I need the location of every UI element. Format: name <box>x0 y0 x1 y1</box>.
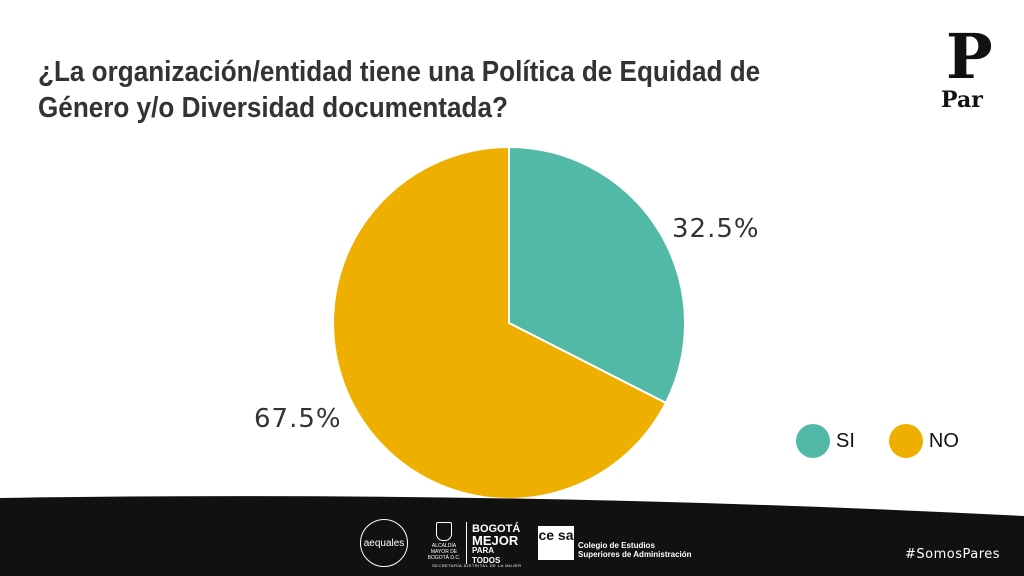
pie-slice-no <box>332 145 668 500</box>
hashtag: #SomosPares <box>905 547 1001 562</box>
legend-item-si: SI <box>796 424 855 458</box>
chart-legend: SI NO <box>796 424 993 458</box>
cesa-logo-text: Colegio de Estudios Superiores de Admini… <box>578 541 692 559</box>
brand-text: Par <box>941 87 983 113</box>
bogota-logo: BOGOTÁ MEJOR PARA TODOS <box>472 524 524 566</box>
bogota-line-3: PARA TODOS <box>472 546 501 565</box>
aequales-logo-text: aequales <box>363 537 405 549</box>
legend-item-no: NO <box>888 424 959 458</box>
bogota-line-2: MEJOR <box>472 533 519 548</box>
brand-logo: P Par <box>938 26 1008 116</box>
alcaldia-logo-text: ALCALDÍA MAYOR DE BOGOTÁ D.C. <box>427 543 461 561</box>
pie-label-no: 67.5% <box>254 404 342 434</box>
pie-slice-si <box>508 145 686 405</box>
cesa-logo-mark: ce sa <box>538 526 574 560</box>
footer-background <box>0 496 1024 576</box>
legend-label-si: SI <box>836 429 855 452</box>
logo-divider <box>466 522 467 564</box>
secretaria-text: SECRETARÍA DISTRITAL DE LA MUJER <box>432 563 522 568</box>
cesa-line-2: Superiores de Administración <box>578 550 692 559</box>
legend-swatch-si <box>796 424 830 458</box>
brand-mark: P <box>946 20 993 93</box>
cesa-line-1: Colegio de Estudios <box>578 541 655 550</box>
legend-label-no: NO <box>928 429 959 452</box>
aequales-logo: aequales <box>360 519 408 567</box>
alcaldia-logo: ALCALDÍA MAYOR DE BOGOTÁ D.C. <box>424 522 464 561</box>
crest-icon <box>436 522 452 541</box>
legend-swatch-no <box>888 424 923 458</box>
pie-label-si: 32.5% <box>672 214 760 244</box>
slide-title: ¿La organización/entidad tiene una Polít… <box>38 56 761 124</box>
bogota-line-1: BOGOTÁ <box>472 523 521 535</box>
